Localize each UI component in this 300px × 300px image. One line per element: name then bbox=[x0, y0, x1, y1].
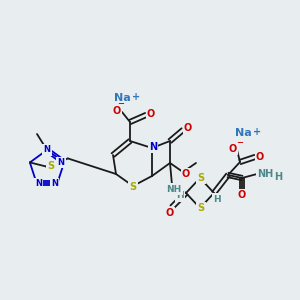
Text: S: S bbox=[129, 182, 137, 192]
Text: NH: NH bbox=[257, 169, 273, 179]
Text: Na: Na bbox=[114, 93, 130, 103]
Text: O: O bbox=[238, 190, 246, 200]
Text: O: O bbox=[166, 208, 174, 218]
Text: O: O bbox=[256, 152, 264, 162]
Text: N: N bbox=[149, 142, 157, 152]
Text: H: H bbox=[213, 194, 221, 203]
Text: O: O bbox=[182, 169, 190, 179]
Text: S: S bbox=[197, 173, 205, 183]
Text: O: O bbox=[147, 109, 155, 119]
Text: O: O bbox=[229, 144, 237, 154]
Text: +: + bbox=[132, 92, 140, 102]
Text: N: N bbox=[44, 146, 50, 154]
Text: −: − bbox=[236, 139, 244, 148]
Text: H: H bbox=[176, 191, 184, 200]
Text: S: S bbox=[47, 161, 54, 171]
Text: O: O bbox=[184, 123, 192, 133]
Text: N: N bbox=[51, 179, 58, 188]
Text: O: O bbox=[113, 106, 121, 116]
Text: NH: NH bbox=[167, 184, 182, 194]
Text: Na: Na bbox=[235, 128, 251, 138]
Text: N: N bbox=[35, 179, 42, 188]
Text: +: + bbox=[253, 127, 261, 137]
Text: N: N bbox=[58, 158, 64, 167]
Text: −: − bbox=[118, 100, 124, 109]
Text: H: H bbox=[274, 172, 282, 182]
Text: S: S bbox=[197, 203, 205, 213]
